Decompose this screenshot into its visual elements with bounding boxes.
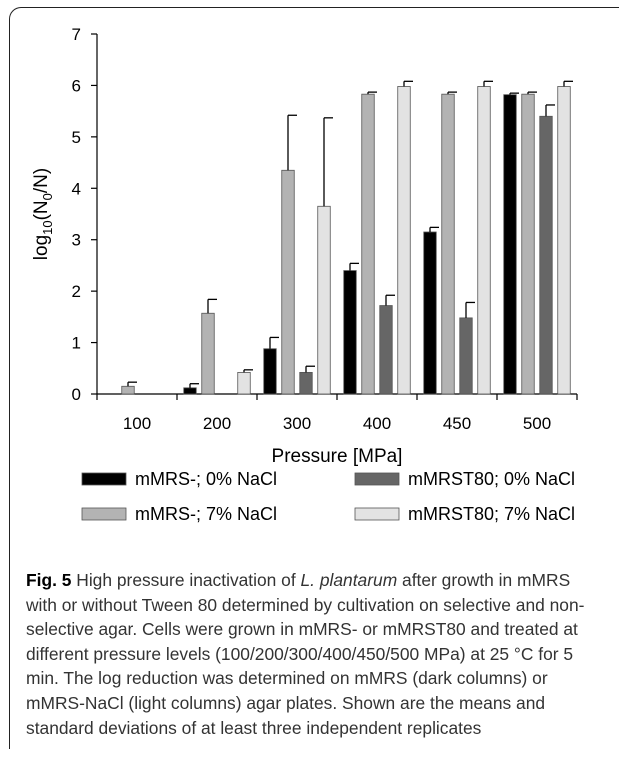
- x-tick-label: 500: [523, 414, 551, 433]
- bar: [343, 270, 357, 395]
- bar: [183, 387, 197, 395]
- y-axis-title: log10(N0/N): [31, 168, 55, 260]
- x-tick-label: 400: [363, 414, 391, 433]
- y-tick-label: 4: [72, 179, 81, 198]
- legend-label: mMRS-; 7% NaCl: [135, 504, 277, 524]
- y-axis-title-part: /N): [31, 168, 52, 193]
- bar: [361, 93, 375, 395]
- bar: [237, 371, 251, 395]
- y-tick-label: 3: [72, 231, 81, 250]
- y-tick-label: 7: [72, 25, 81, 44]
- caption-species: L. plantarum: [300, 570, 398, 590]
- figure-caption: Fig. 5 High pressure inactivation of L. …: [26, 568, 596, 740]
- bar: [503, 94, 517, 395]
- bar: [423, 231, 437, 395]
- bar: [317, 205, 331, 395]
- bar: [521, 93, 535, 395]
- bar: [539, 115, 553, 395]
- bar: [299, 371, 313, 395]
- legend-label: mMRS-; 0% NaCl: [135, 469, 277, 489]
- caption-text-1: High pressure inactivation of: [71, 570, 301, 590]
- y-axis-title-subscript: 0: [40, 193, 55, 200]
- y-tick-label: 1: [72, 334, 81, 353]
- y-tick-label: 5: [72, 128, 81, 147]
- figure-number: Fig. 5: [26, 570, 72, 590]
- y-tick-label: 0: [72, 385, 81, 404]
- x-axis-title: Pressure [MPa]: [272, 446, 403, 467]
- bar: [121, 385, 135, 395]
- legend-swatch: [81, 472, 127, 486]
- x-tick-label: 100: [123, 414, 151, 433]
- x-tick-label: 450: [443, 414, 471, 433]
- x-tick-label: 200: [203, 414, 231, 433]
- bar: [263, 348, 277, 395]
- bar: [477, 86, 491, 395]
- bar: [281, 169, 295, 395]
- y-tick-label: 6: [72, 76, 81, 95]
- x-tick-label: 300: [283, 414, 311, 433]
- y-axis-title-subscript: 10: [40, 220, 55, 234]
- bar: [441, 93, 455, 395]
- bar: [557, 86, 571, 395]
- y-tick-label: 2: [72, 282, 81, 301]
- bar: [397, 86, 411, 395]
- bar: [201, 312, 215, 395]
- bar: [459, 317, 473, 395]
- legend-swatch: [354, 472, 400, 486]
- legend-swatch: [81, 507, 127, 521]
- y-axis-title-part: log: [31, 235, 52, 260]
- legend-label: mMRST80; 0% NaCl: [408, 469, 575, 489]
- caption-text-2: after growth in mMRS with or without Twe…: [26, 570, 585, 738]
- legend-swatch: [354, 507, 400, 521]
- bar: [379, 305, 393, 395]
- figure-frame: [9, 7, 619, 749]
- y-axis-title-part: (N: [31, 200, 52, 220]
- legend-label: mMRST80; 7% NaCl: [408, 504, 575, 524]
